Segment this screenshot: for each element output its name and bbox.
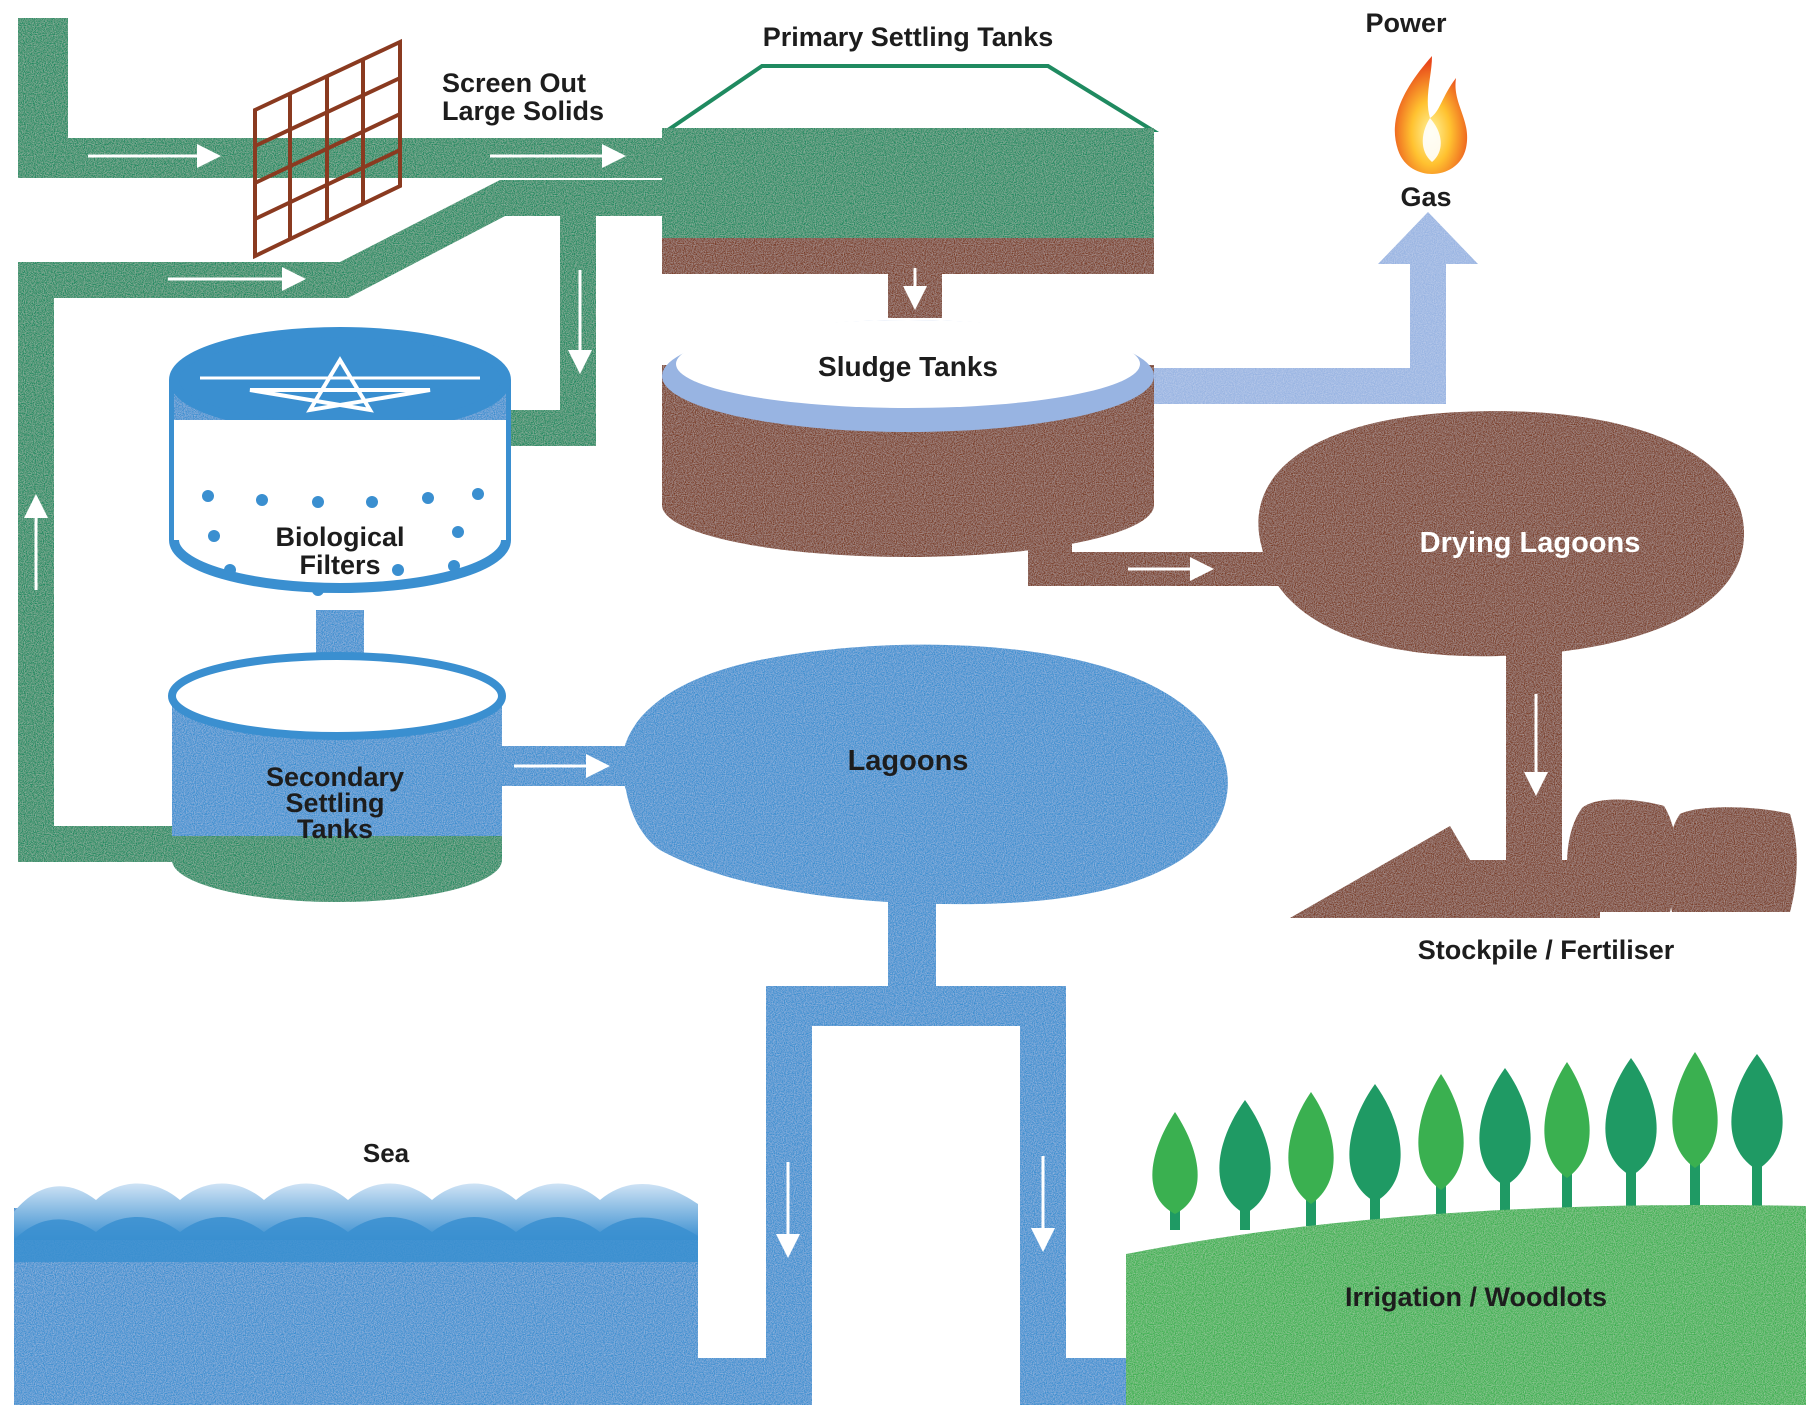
gas-label: Gas [1400, 182, 1451, 212]
tree-row [1152, 1052, 1783, 1230]
tree-icon [1288, 1092, 1334, 1226]
lagoons-outflow-pipes [696, 895, 1136, 1405]
biological-filters [169, 327, 511, 596]
irrigation-woodlots [1126, 1052, 1806, 1405]
gas-pipe-horizontal [1140, 368, 1446, 404]
secondary-settling-tanks [168, 652, 506, 902]
primary-tank-sludge [662, 238, 1154, 274]
primary-tank-water [662, 128, 1154, 240]
tree-icon [1672, 1052, 1718, 1208]
drying-lagoons-label: Drying Lagoons [1420, 527, 1641, 559]
large-solids-label: Large Solids [442, 96, 604, 126]
screen-out-label: Screen Out [442, 68, 586, 98]
sea-label: Sea [363, 1138, 410, 1168]
stockpile-fertiliser [1290, 799, 1797, 918]
filter-feed-pipe-vertical [560, 196, 596, 446]
stockpile-heap [1290, 826, 1600, 918]
stockpile-fertiliser-label: Stockpile / Fertiliser [1418, 935, 1675, 965]
settling-label: Settling [286, 788, 385, 818]
tree-icon [1479, 1068, 1531, 1216]
gas-pipe [1140, 212, 1478, 404]
bio-filter-star [249, 356, 431, 413]
filters-label: Filters [299, 550, 380, 580]
tree-icon [1349, 1084, 1401, 1224]
secondary-tank-top [168, 652, 506, 740]
irrigation-woodlots-label: Irrigation / Woodlots [1345, 1282, 1607, 1312]
gas-pipe-vertical [1410, 262, 1446, 404]
tree-icon [1605, 1058, 1657, 1210]
sea-bottom-join [696, 1358, 812, 1405]
lagoons-shape [621, 644, 1228, 905]
stockpile-feed-pipe [1506, 650, 1562, 894]
green-pipes [18, 18, 668, 862]
sludge-tanks-label: Sludge Tanks [818, 351, 998, 382]
primary-settling-tanks [661, 64, 1160, 274]
screen-grid-icon [253, 38, 402, 260]
hill-field [1126, 1204, 1806, 1405]
sea [14, 1183, 698, 1405]
drying-lagoons-shape [1258, 411, 1745, 657]
power-label: Power [1365, 8, 1447, 38]
tanks-label: Tanks [297, 814, 373, 844]
flame-icon [1394, 56, 1468, 174]
sack-icon [1567, 799, 1677, 912]
irrigation-bottom-join [1020, 1358, 1136, 1405]
tree-icon [1219, 1100, 1271, 1230]
bio-filter-top [169, 327, 511, 433]
secondary-tank-base [172, 836, 502, 902]
biological-label: Biological [275, 522, 404, 552]
gas-arrow-head [1378, 212, 1478, 264]
main-inflow-pipe [18, 138, 668, 178]
sack-icon [1667, 807, 1797, 912]
sludge-tank-top [676, 320, 1140, 408]
primary-tank-roof [661, 64, 1160, 132]
outflow-split [766, 986, 1064, 1026]
secondary-label: Secondary [266, 762, 404, 792]
recirculation-pipe-bottom [18, 826, 178, 862]
tree-icon [1418, 1074, 1464, 1220]
tree-icon [1544, 1062, 1590, 1214]
primary-settling-tanks-label: Primary Settling Tanks [763, 22, 1054, 52]
tree-icon [1731, 1054, 1783, 1206]
green-flow-arrows [24, 144, 626, 590]
recirculation-pipe-top [18, 180, 668, 298]
bio-filter-dots [202, 488, 484, 596]
tree-icon [1152, 1112, 1198, 1230]
outflow-trunk [888, 895, 936, 995]
lagoons-label: Lagoons [848, 745, 969, 777]
sludge-tanks [662, 320, 1154, 557]
wave-icon [14, 1217, 698, 1262]
